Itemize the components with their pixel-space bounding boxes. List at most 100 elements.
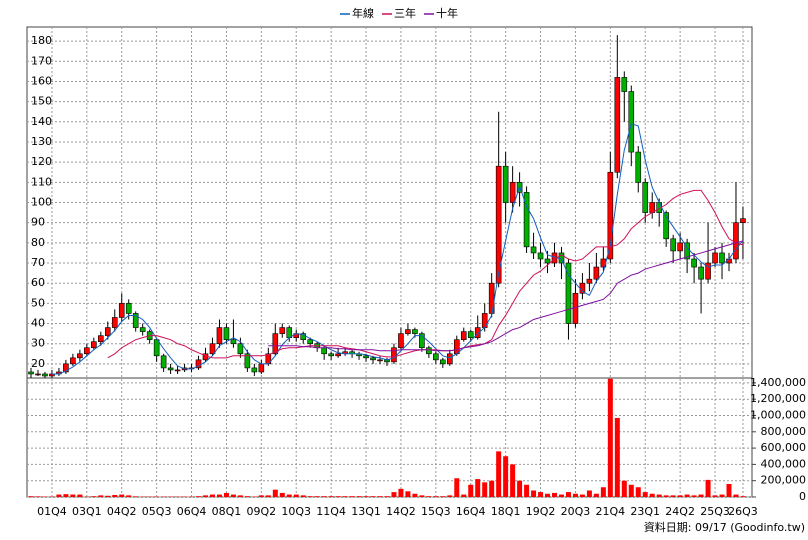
y-tick-label: 60 bbox=[31, 276, 45, 289]
legend-label: 十年 bbox=[436, 6, 458, 20]
candle-body bbox=[160, 355, 167, 369]
volume-bar bbox=[363, 496, 369, 497]
candle-body bbox=[91, 341, 97, 349]
candle-body bbox=[244, 353, 251, 369]
candle-body bbox=[272, 333, 279, 355]
volume-bar bbox=[712, 495, 718, 497]
y2-tick-label: 1,000,000 bbox=[750, 408, 806, 421]
candle-body bbox=[565, 262, 572, 324]
candle-body bbox=[258, 363, 265, 373]
candle-body bbox=[537, 252, 544, 260]
candle-body bbox=[621, 77, 628, 92]
y2-tick-label: 200,000 bbox=[761, 474, 807, 487]
candle-body bbox=[740, 218, 746, 223]
volume-bar bbox=[698, 494, 704, 497]
x-tick-label: 14Q2 bbox=[386, 505, 416, 518]
x-tick-label: 11Q4 bbox=[316, 505, 346, 518]
volume-bar bbox=[517, 480, 523, 497]
y-tick-label: 80 bbox=[31, 236, 45, 249]
x-tick-label: 10Q3 bbox=[281, 505, 311, 518]
volume-bar bbox=[545, 493, 551, 497]
volume-bar bbox=[579, 494, 585, 497]
candle-body bbox=[63, 363, 69, 373]
volume-bar bbox=[216, 494, 222, 497]
volume-bar bbox=[726, 483, 732, 497]
x-tick-label: 25Q3 bbox=[700, 505, 730, 518]
candle-body bbox=[230, 339, 237, 345]
legend-label: 三年 bbox=[394, 6, 416, 20]
volume-bar bbox=[531, 490, 537, 497]
candle-body bbox=[209, 343, 216, 355]
candle-body bbox=[237, 343, 244, 355]
volume-bar bbox=[496, 451, 502, 497]
x-tick-label: 24Q2 bbox=[665, 505, 695, 518]
volume-bar bbox=[482, 482, 488, 497]
volume-bar bbox=[258, 495, 264, 497]
candle-body bbox=[419, 333, 425, 349]
candle-body bbox=[467, 331, 474, 338]
volume-bar bbox=[237, 495, 243, 497]
candle-body bbox=[216, 327, 223, 345]
candle-body bbox=[440, 359, 446, 365]
volume-bar bbox=[635, 487, 641, 497]
candle-body bbox=[35, 373, 41, 376]
candle-body bbox=[586, 278, 593, 284]
volume-bar bbox=[538, 492, 544, 497]
candle-body bbox=[118, 303, 125, 318]
plot-frame bbox=[26, 26, 753, 498]
candle-body bbox=[446, 353, 453, 365]
volume-bar bbox=[552, 492, 557, 497]
volume-bar bbox=[677, 495, 683, 497]
y2-tick-label: 1,400,000 bbox=[750, 376, 806, 389]
ma-line bbox=[51, 123, 744, 375]
candle-body bbox=[335, 353, 341, 357]
candle-body bbox=[307, 339, 314, 345]
volume-bar bbox=[607, 378, 613, 497]
y2-tick-label: 800,000 bbox=[761, 425, 807, 438]
volume-bar bbox=[203, 495, 208, 497]
candle-body bbox=[433, 353, 439, 361]
x-tick-label: 15Q3 bbox=[421, 505, 451, 518]
candle-body bbox=[705, 262, 711, 280]
volume-bar bbox=[614, 417, 620, 497]
candle-body bbox=[42, 373, 48, 377]
volume-bar bbox=[447, 495, 453, 497]
volume-bar bbox=[740, 496, 746, 497]
candle-body bbox=[398, 333, 404, 349]
footnote: 資料日期: 09/17 (Goodinfo.tw) bbox=[644, 520, 805, 534]
candle-body bbox=[691, 258, 697, 268]
volume-bar bbox=[642, 492, 648, 497]
candle-body bbox=[132, 313, 139, 328]
x-tick-label: 20Q3 bbox=[561, 505, 591, 518]
ma-line bbox=[268, 240, 744, 352]
candle-body bbox=[642, 182, 649, 213]
candle-body bbox=[544, 258, 551, 264]
candle-body bbox=[391, 347, 397, 363]
candle-body bbox=[670, 238, 676, 252]
volume-bar bbox=[196, 496, 202, 497]
y-tick-label: 140 bbox=[31, 115, 52, 128]
y2-tick-label: 400,000 bbox=[761, 457, 807, 470]
volume-bar bbox=[663, 495, 669, 497]
candle-body bbox=[607, 171, 614, 260]
volume-bar bbox=[733, 494, 739, 497]
volume-bar bbox=[35, 496, 41, 497]
x-tick-label: 26Q3 bbox=[728, 505, 758, 518]
volume-bar bbox=[412, 493, 418, 497]
volume-bar bbox=[503, 456, 509, 497]
volume-bar bbox=[670, 495, 676, 497]
volume-bar bbox=[433, 496, 439, 497]
y-tick-label: 120 bbox=[31, 155, 52, 168]
volume-bar bbox=[510, 464, 516, 497]
x-tick-label: 23Q1 bbox=[630, 505, 660, 518]
volume-bar bbox=[77, 494, 83, 497]
volume-bar bbox=[600, 487, 606, 497]
volume-bar bbox=[524, 484, 530, 497]
volume-bar bbox=[572, 493, 578, 497]
candle-body bbox=[139, 327, 146, 332]
y-tick-label: 50 bbox=[31, 296, 45, 309]
volume-bar bbox=[230, 494, 236, 497]
volume-bar bbox=[454, 478, 460, 497]
volume-bar bbox=[265, 495, 271, 497]
volume-bar bbox=[370, 496, 376, 497]
